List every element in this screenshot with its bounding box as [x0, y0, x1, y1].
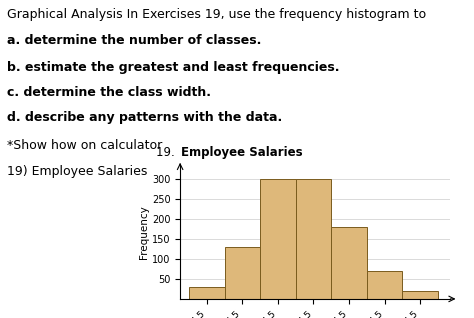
Y-axis label: Frequency: Frequency — [139, 205, 149, 259]
Text: Employee Salaries: Employee Salaries — [181, 146, 303, 159]
Text: 19.: 19. — [156, 146, 179, 159]
Text: ~: ~ — [177, 317, 187, 318]
Text: b. estimate the greatest and least frequencies.: b. estimate the greatest and least frequ… — [7, 61, 339, 74]
Text: Graphical Analysis In Exercises 19, use the frequency histogram to: Graphical Analysis In Exercises 19, use … — [7, 8, 426, 21]
Text: c. determine the class width.: c. determine the class width. — [7, 86, 211, 99]
Text: *Show how on calculator: *Show how on calculator — [7, 139, 162, 152]
Bar — [260, 179, 296, 299]
Bar — [402, 291, 438, 299]
Bar — [189, 287, 225, 299]
Text: d. describe any patterns with the data.: d. describe any patterns with the data. — [7, 111, 283, 124]
Text: a. determine the number of classes.: a. determine the number of classes. — [7, 34, 262, 47]
Bar — [296, 179, 331, 299]
Text: 19) Employee Salaries: 19) Employee Salaries — [7, 165, 147, 178]
Bar — [331, 227, 367, 299]
Bar — [225, 247, 260, 299]
Bar — [367, 271, 402, 299]
